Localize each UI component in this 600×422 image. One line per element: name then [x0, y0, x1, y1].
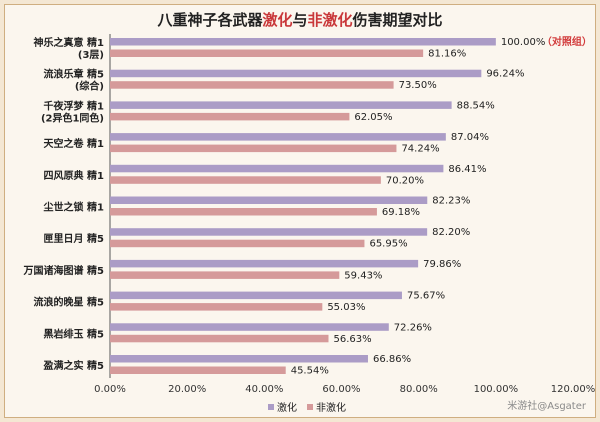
bar-feijihua: [110, 81, 394, 89]
bar-jihua: [110, 164, 444, 173]
x-tick-label: 0.00%: [94, 384, 126, 395]
data-label: 74.24%: [401, 144, 439, 155]
bar-jihua: [110, 291, 402, 300]
category-label: 千夜浮梦 精1 (2异色1同色): [41, 99, 104, 124]
data-label: 87.04%: [451, 132, 489, 143]
category-label: 流浪的晚星 精5: [34, 296, 104, 309]
bar-jihua: [110, 133, 446, 141]
data-label: 88.54%: [457, 100, 495, 111]
bar-jihua: [110, 38, 496, 46]
data-label: 56.63%: [333, 334, 371, 345]
bar-feijihua: [110, 239, 365, 248]
data-label: 65.95%: [369, 239, 407, 250]
bar-feijihua: [110, 112, 350, 121]
bar-jihua: [110, 323, 389, 331]
legend-label: 激化: [277, 401, 297, 414]
data-label: 72.26%: [394, 322, 432, 333]
bar-feijihua: [110, 334, 329, 343]
bar-jihua: [110, 101, 452, 109]
data-label: 86.41%: [448, 164, 486, 175]
legend-swatch: [268, 404, 274, 410]
bar-feijihua: [110, 366, 286, 374]
bar-jihua: [110, 69, 482, 78]
chart-title: 八重神子各武器激化与非激化伤害期望对比: [157, 11, 443, 29]
category-label: 黑岩绯玉 精5: [44, 327, 104, 340]
bar-feijihua: [110, 176, 381, 184]
data-label: 55.03%: [327, 302, 365, 313]
legend-label: 非激化: [316, 401, 346, 414]
bar-feijihua: [110, 303, 323, 311]
x-tick-label: 120.00%: [551, 384, 596, 395]
x-tick-label: 80.00%: [400, 384, 438, 395]
category-label: 四风原典 精1: [44, 169, 104, 182]
data-label: 81.16%: [428, 49, 466, 60]
x-tick-label: 100.00%: [474, 384, 519, 395]
data-label: 96.24%: [486, 69, 524, 80]
x-tick-label: 60.00%: [322, 384, 360, 395]
bar-feijihua: [110, 49, 424, 57]
data-label: 79.86%: [423, 259, 461, 270]
bar-jihua: [110, 355, 368, 363]
data-label: 75.67%: [407, 291, 445, 302]
data-label: 73.50%: [399, 80, 437, 91]
bar-jihua: [110, 196, 428, 204]
data-label: 62.05%: [354, 112, 392, 123]
category-label: 匣里日月 精5: [44, 232, 104, 245]
watermark: 米游社@Asgater: [507, 401, 586, 412]
category-label: 尘世之锁 精1: [44, 201, 104, 214]
data-label: 82.20%: [432, 227, 470, 238]
category-label: 流浪乐章 精5 (综合): [44, 68, 104, 93]
data-label: 100.00%: [501, 37, 546, 48]
legend-swatch: [307, 404, 313, 410]
bar-feijihua: [110, 144, 397, 153]
data-label: 59.43%: [344, 270, 382, 281]
x-tick-label: 40.00%: [245, 384, 283, 395]
control-group-annotation: （对照组）: [542, 35, 592, 48]
x-tick-label: 20.00%: [168, 384, 206, 395]
category-label: 天空之卷 精1: [44, 137, 104, 150]
category-label: 神乐之真意 精1 (3层): [34, 36, 104, 61]
bar-feijihua: [110, 271, 340, 279]
data-label: 66.86%: [373, 354, 411, 365]
category-label: 盈满之实 精5: [43, 359, 104, 372]
bar-feijihua: [110, 208, 377, 216]
bar-jihua: [110, 228, 428, 236]
data-label: 70.20%: [386, 175, 424, 186]
data-label: 82.23%: [432, 196, 470, 207]
data-label: 45.54%: [291, 366, 329, 377]
category-label: 万国诸海图谱 精5: [23, 264, 104, 277]
bar-jihua: [110, 259, 419, 268]
data-label: 69.18%: [382, 207, 420, 218]
